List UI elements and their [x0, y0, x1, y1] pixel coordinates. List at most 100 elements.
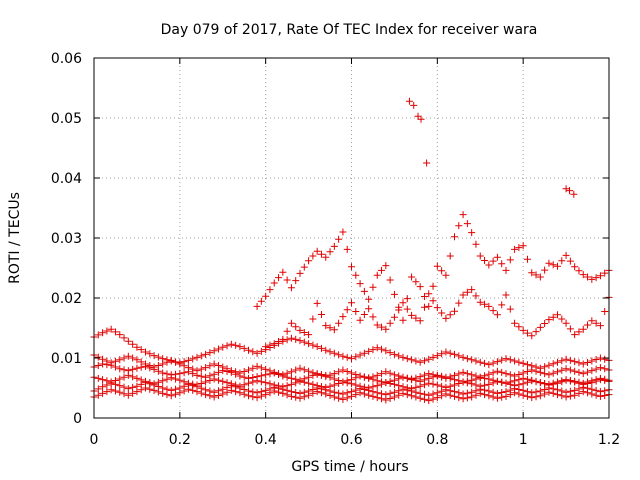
data-point: [236, 343, 244, 351]
data-point: [348, 369, 355, 377]
data-point: [227, 367, 235, 375]
data-point: [146, 362, 154, 369]
data-point: [554, 262, 561, 270]
data-point: [292, 277, 300, 285]
data-point: [498, 378, 506, 386]
data-point: [416, 283, 424, 291]
data-point: [575, 267, 583, 275]
data-point: [99, 383, 107, 391]
data-point: [378, 380, 386, 388]
data-point: [223, 365, 231, 373]
data-point: [399, 353, 407, 361]
data-point: [309, 389, 317, 397]
data-point: [511, 319, 519, 327]
data-point: [429, 395, 437, 403]
data-point: [502, 355, 510, 363]
data-point: [481, 381, 489, 389]
data-point: [262, 343, 270, 351]
data-point: [485, 261, 493, 269]
data-point: [146, 385, 154, 393]
data-point: [399, 383, 407, 391]
data-point: [94, 331, 102, 339]
data-point: [197, 365, 205, 373]
data-point: [416, 394, 424, 402]
data-point: [562, 393, 570, 401]
data-point: [528, 394, 536, 402]
data-point: [506, 380, 514, 388]
data-point: [137, 376, 145, 384]
data-point: [313, 343, 321, 351]
data-point: [536, 379, 544, 387]
data-point: [184, 356, 192, 364]
data-point: [120, 373, 128, 381]
data-point: [232, 388, 240, 396]
data-point: [373, 344, 381, 352]
data-point: [515, 381, 523, 389]
data-point: [219, 377, 227, 385]
data-point: [339, 366, 347, 374]
data-point: [485, 361, 493, 369]
data-point: [545, 371, 553, 379]
data-point: [459, 378, 467, 386]
data-point: [326, 371, 334, 379]
data-point: [403, 384, 411, 392]
data-point: [129, 340, 137, 348]
data-point: [287, 284, 295, 292]
data-point: [352, 391, 360, 399]
data-point: [163, 358, 171, 366]
data-point: [137, 386, 145, 394]
data-point: [399, 373, 407, 381]
data-point: [172, 375, 180, 383]
data-point: [386, 369, 394, 377]
data-point: [206, 349, 214, 357]
outlier-point: [566, 187, 574, 195]
data-point: [120, 383, 128, 391]
data-point: [305, 373, 313, 381]
axis-ticks: 0 0.01 0.02 0.03 0.04 0.05 0.06 0 0.2 0.4 0.6 0.8 1 1…: [51, 51, 620, 448]
data-point: [107, 378, 115, 386]
data-point: [352, 271, 360, 279]
data-point: [554, 391, 561, 399]
data-point: [373, 394, 381, 402]
data-point: [519, 326, 527, 334]
data-point: [412, 278, 420, 286]
data-point: [279, 371, 287, 379]
data-point: [536, 392, 544, 400]
data-point: [99, 389, 107, 397]
data-point: [111, 387, 119, 395]
data-point: [511, 389, 519, 397]
data-point: [111, 377, 119, 384]
data-point: [365, 384, 373, 392]
data-point: [403, 374, 411, 382]
data-point: [588, 357, 596, 365]
data-point: [223, 342, 231, 350]
data-point: [206, 377, 214, 384]
data-point: [193, 367, 201, 375]
data-point: [566, 257, 574, 265]
data-point: [579, 388, 587, 396]
data-point: [399, 316, 407, 324]
data-point: [369, 383, 377, 391]
data-point: [571, 263, 579, 271]
data-point: [330, 349, 338, 357]
data-point: [94, 391, 102, 399]
data-point: [451, 371, 458, 379]
data-point: [558, 357, 566, 365]
data-point: [545, 361, 553, 369]
data-point: [133, 364, 141, 372]
data-point: [588, 317, 596, 325]
data-point: [227, 386, 235, 394]
data-point: [390, 371, 398, 379]
data-point: [425, 302, 433, 310]
data-point: [343, 379, 351, 387]
data-point: [202, 391, 210, 399]
data-point: [305, 340, 313, 348]
data-point: [296, 377, 304, 385]
data-point: [412, 393, 420, 401]
data-point: [601, 365, 609, 373]
data-point: [348, 380, 355, 388]
data-point: [433, 372, 441, 380]
data-point: [459, 211, 467, 219]
x-axis-label: GPS time / hours: [291, 459, 408, 475]
data-point: [142, 377, 149, 385]
